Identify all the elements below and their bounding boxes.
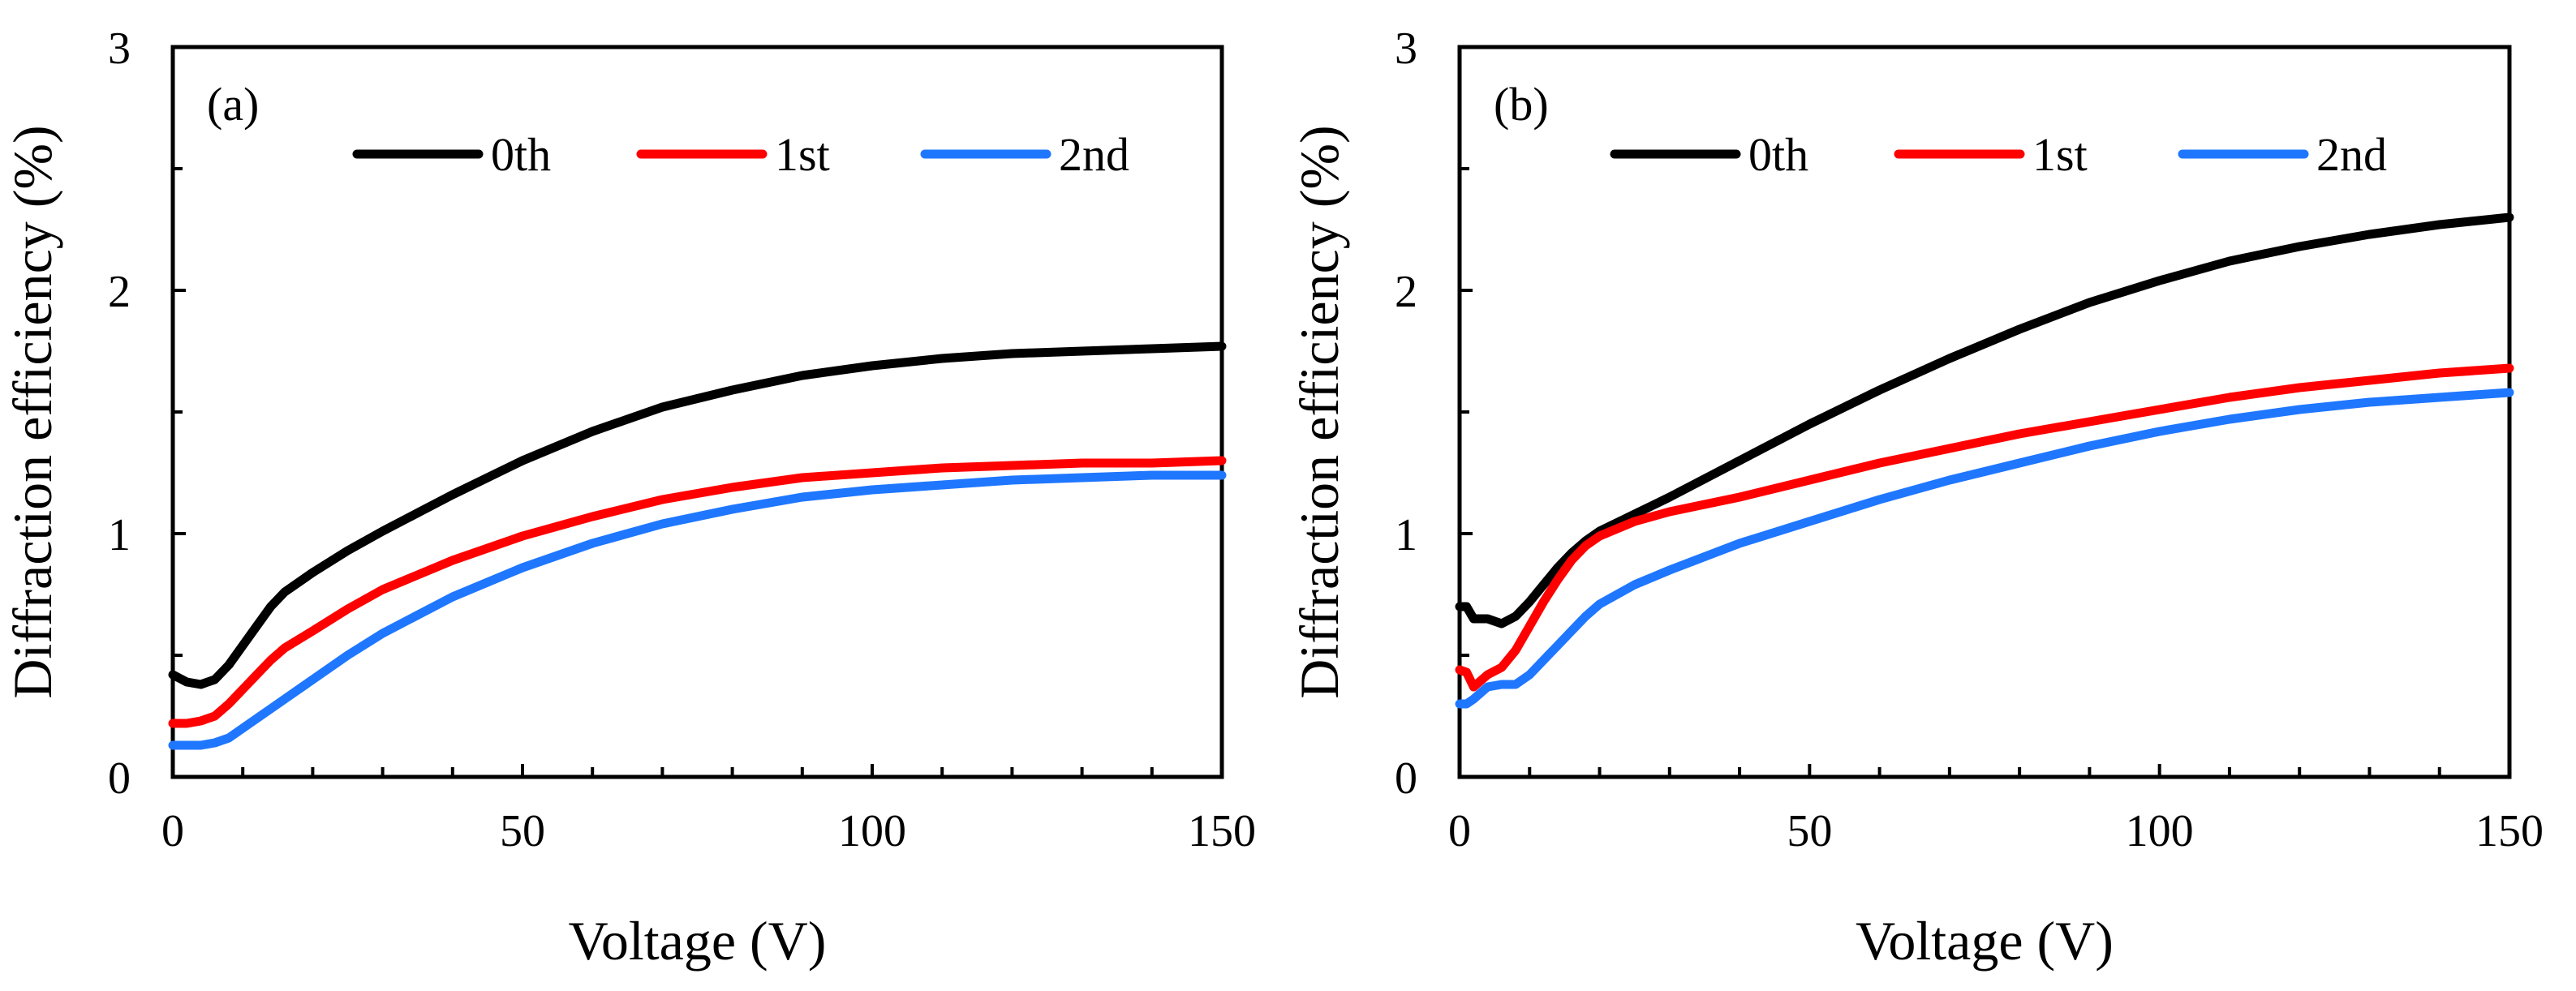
legend-label: 1st bbox=[775, 128, 830, 181]
x-tick-label: 100 bbox=[838, 806, 906, 856]
chart-panel-a: 0 50 100 150 0 1 2 3 Voltage (V) Diffraction effi… bbox=[2, 24, 1256, 972]
legend-label: 1st bbox=[2032, 128, 2088, 181]
series-line-2nd bbox=[168, 470, 1227, 750]
legend: 0th 1st 2nd bbox=[352, 128, 1129, 181]
legend-label: 0th bbox=[491, 128, 551, 181]
x-tick-label: 100 bbox=[2126, 806, 2194, 856]
x-tick-label: 150 bbox=[1188, 806, 1256, 856]
legend-label: 0th bbox=[1748, 128, 1808, 181]
series-line-0th bbox=[168, 341, 1227, 689]
legend-label: 2nd bbox=[2316, 128, 2387, 181]
y-tick-label: 0 bbox=[1395, 753, 1417, 804]
series-line-1st bbox=[168, 456, 1227, 728]
y-tick-label: 2 bbox=[108, 267, 131, 317]
y-tick-label: 1 bbox=[1395, 510, 1417, 560]
x-axis-title: Voltage (V) bbox=[569, 910, 827, 972]
legend: 0th 1st 2nd bbox=[1610, 128, 2387, 181]
x-tick-label: 0 bbox=[1448, 806, 1471, 856]
y-axis-title: Diffraction efficiency (%) bbox=[1288, 125, 1350, 698]
x-tick-label: 0 bbox=[161, 806, 184, 856]
x-tick-label: 50 bbox=[500, 806, 545, 856]
y-tick-label: 2 bbox=[1395, 267, 1417, 317]
y-tick-label: 1 bbox=[108, 510, 131, 560]
y-tick-label: 0 bbox=[108, 753, 131, 804]
series-line-0th bbox=[1455, 212, 2514, 628]
panel-label: (a) bbox=[207, 78, 259, 131]
series-line-1st bbox=[1455, 363, 2514, 692]
series-line-2nd bbox=[1455, 388, 2514, 709]
chart-panel-b: 0 50 100 150 0 1 2 3 Voltage (V) Diffraction effi… bbox=[1288, 24, 2544, 972]
x-axis-title: Voltage (V) bbox=[1856, 910, 2114, 972]
x-tick-label: 50 bbox=[1787, 806, 1832, 856]
legend-label: 2nd bbox=[1059, 128, 1129, 181]
y-tick-label: 3 bbox=[1395, 24, 1417, 74]
x-tick-label: 150 bbox=[2475, 806, 2544, 856]
panel-label: (b) bbox=[1494, 78, 1549, 131]
y-tick-label: 3 bbox=[108, 24, 131, 74]
y-axis-title: Diffraction efficiency (%) bbox=[2, 125, 63, 698]
